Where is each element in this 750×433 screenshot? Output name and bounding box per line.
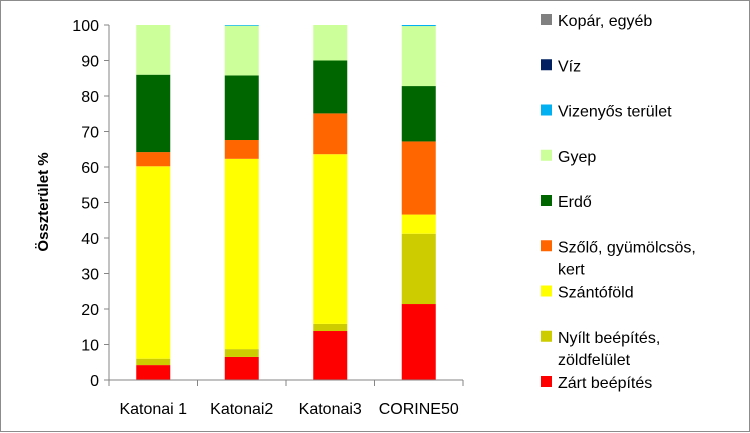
bar-segment-1-4 [224, 75, 259, 141]
legend-swatch-7 [541, 330, 552, 342]
bar-segment-3-1 [401, 233, 436, 305]
legend-swatch-6 [541, 285, 552, 297]
bar-segment-2-3 [313, 113, 348, 155]
bar-segment-3-4 [401, 86, 436, 142]
bar-segment-0-2 [136, 166, 171, 359]
legend-label-0: Kopár, egyéb [558, 13, 652, 30]
legend-swatch-1 [541, 59, 552, 71]
legend: Kopár, egyéb Víz Vizenyős terület Gyep Erdő S… [541, 13, 696, 392]
bar-segment-1-1 [224, 349, 259, 357]
legend-label-1: Víz [558, 58, 581, 75]
y-tick-label-5: 50 [81, 196, 99, 213]
y-tick-label-1: 10 [81, 338, 99, 355]
legend-swatch-2 [541, 104, 552, 116]
y-tick-label-3: 30 [81, 267, 99, 284]
bar-segment-1-6 [224, 25, 259, 26]
bar-segment-0-0 [136, 365, 171, 380]
bar-segment-2-1 [313, 323, 348, 332]
x-tick-label-2: Katonai3 [299, 401, 362, 418]
y-tick-label-0: 0 [90, 373, 99, 390]
bar-segment-3-0 [401, 304, 436, 380]
y-tick-label-4: 40 [81, 231, 99, 248]
legend-label-6: Szántóföld [558, 285, 634, 302]
y-tick-label-2: 20 [81, 302, 99, 319]
y-tick-label-8: 80 [81, 89, 99, 106]
x-tick-label-3: CORINE50 [379, 401, 459, 418]
bar-segment-0-1 [136, 358, 171, 366]
y-tick-label-7: 70 [81, 125, 99, 142]
legend-label-3: Gyep [558, 149, 596, 166]
bar-segment-1-3 [224, 140, 259, 159]
y-tick-label-10: 100 [72, 18, 99, 35]
legend-label-4: Erdő [558, 194, 592, 211]
x-tick-label-0: Katonai 1 [119, 401, 187, 418]
legend-swatch-8 [541, 376, 552, 387]
bar-segment-0-4 [136, 74, 171, 153]
legend-swatch-5 [541, 240, 552, 252]
axes-layer: 0 10 20 30 40 50 60 70 80 90 100 Katonai 1 Katonai2 K… [72, 18, 464, 418]
bar-segment-0-3 [136, 152, 171, 167]
legend-label-5: Szőlő, gyümölcsös, kert [558, 239, 696, 278]
bar-segment-3-5 [401, 26, 436, 87]
bar-segment-3-2 [401, 214, 436, 234]
bar-segment-2-0 [313, 331, 348, 380]
y-axis-label: Összterület % [35, 152, 52, 251]
bar-segment-2-2 [313, 154, 348, 324]
legend-label-7: Nyílt beépítés, zöldfelület [558, 330, 660, 369]
y-tick-label-6: 60 [81, 160, 99, 177]
legend-label-8: Zárt beépítés [558, 375, 652, 392]
legend-label-2: Vizenyős terület [558, 104, 672, 121]
legend-swatch-4 [541, 195, 552, 206]
legend-swatch-3 [541, 149, 552, 161]
legend-swatch-0 [541, 14, 552, 25]
x-tick-label-1: Katonai2 [210, 401, 273, 418]
bar-segment-1-0 [224, 356, 259, 380]
bar-segment-2-5 [313, 25, 348, 61]
y-tick-label-9: 90 [81, 54, 99, 71]
bar-segment-3-6 [401, 25, 436, 27]
bar-segment-1-5 [224, 25, 259, 76]
bar-segment-1-2 [224, 158, 259, 350]
bar-segment-0-5 [136, 25, 171, 75]
bars-layer [136, 25, 436, 380]
bar-segment-3-3 [401, 141, 436, 215]
bar-segment-2-4 [313, 60, 348, 114]
